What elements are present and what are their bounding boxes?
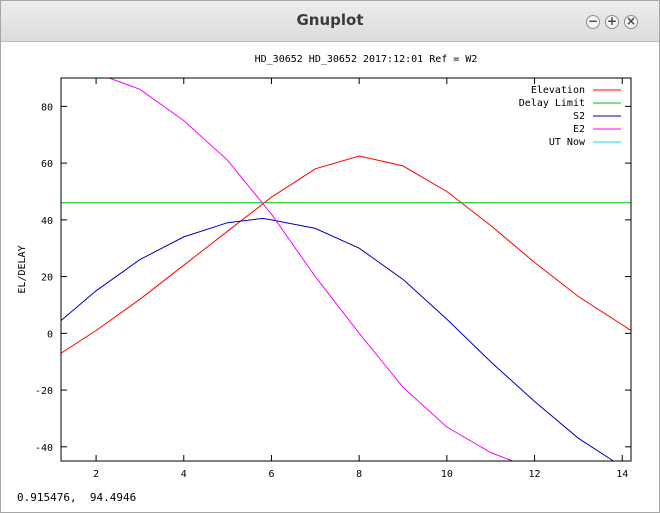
close-button[interactable]: × — [624, 14, 638, 29]
legend-label: S2 — [573, 111, 585, 122]
plot-canvas[interactable]: HD_30652 HD_30652 2017:12:01 Ref = W2 2 4 6… — [11, 42, 641, 502]
y-tick-label: 20 — [41, 273, 53, 284]
x-tick-label: 4 — [181, 469, 187, 480]
x-tick-label: 14 — [616, 469, 628, 480]
maximize-button[interactable]: + — [605, 14, 619, 29]
chart: HD_30652 HD_30652 2017:12:01 Ref = W2 2 4 6… — [17, 54, 632, 502]
y-tick-label: 40 — [41, 216, 53, 227]
title-bar[interactable]: Gnuplot − + × — [1, 1, 659, 42]
x-axis-label: UT — [355, 491, 367, 492]
legend-label: UT Now — [549, 137, 586, 148]
window-title: Gnuplot — [296, 11, 364, 29]
y-axis-label: EL/DELAY — [17, 245, 28, 293]
chart-title: HD_30652 HD_30652 2017:12:01 Ref = W2 — [255, 54, 478, 65]
legend-label: E2 — [573, 124, 585, 135]
y-tick-label: -20 — [35, 386, 53, 397]
series-line-elevation — [61, 155, 631, 354]
y-tick-label: 80 — [41, 102, 53, 113]
legend-label: Elevation — [531, 85, 585, 96]
x-tick-label: 12 — [529, 469, 541, 480]
series-line-s2 — [61, 217, 614, 461]
plot-frame — [60, 77, 632, 462]
x-tick-label: 8 — [356, 469, 362, 480]
mouse-coordinates: 0.915476, 94.4946 — [17, 491, 137, 504]
x-tick-label: 10 — [441, 469, 453, 480]
y-tick-label: 60 — [41, 159, 53, 170]
y-tick-label: -40 — [35, 443, 53, 454]
minimize-button[interactable]: − — [586, 14, 600, 29]
x-tick-label: 2 — [93, 469, 99, 480]
y-tick-label: 0 — [47, 329, 53, 340]
x-tick-label: 6 — [268, 469, 274, 480]
series-line-e2 — [109, 78, 513, 461]
legend-label: Delay Limit — [519, 98, 585, 109]
